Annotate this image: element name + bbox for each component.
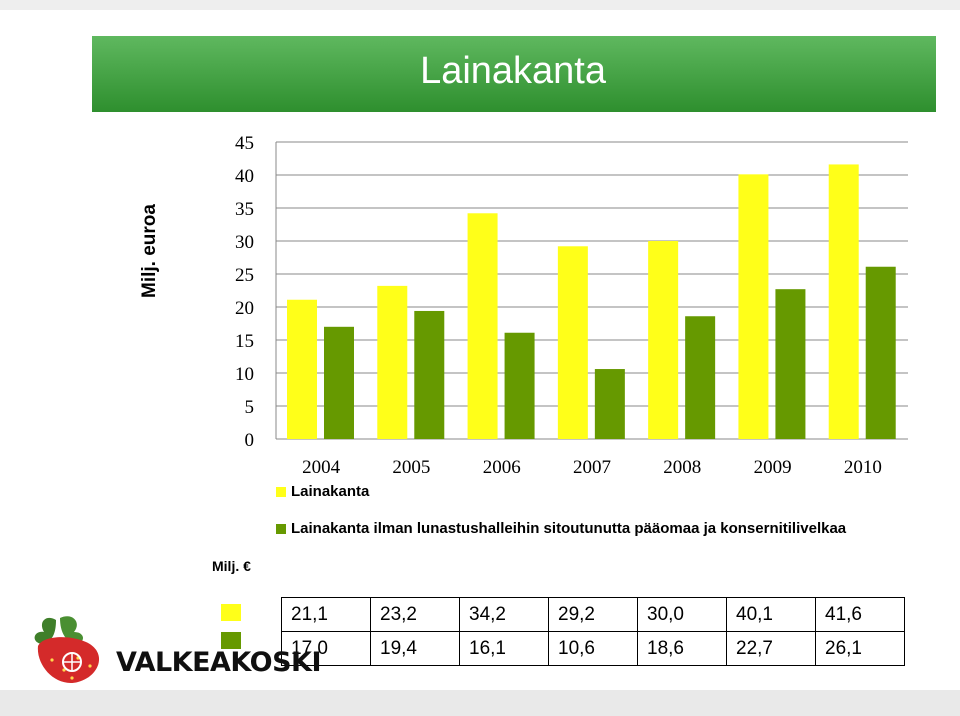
x-tick-label: 2007 — [573, 457, 611, 478]
x-tick-label: 2006 — [483, 457, 521, 478]
top-band — [0, 0, 960, 10]
valkeakoski-logo: VALKEAKOSKI — [16, 612, 322, 688]
bar-ilman-2009 — [775, 289, 806, 439]
bar-chart: 0 5 10 15 20 25 30 35 40 45 2004 2005 2006 2007 2008 20… — [235, 133, 908, 478]
bar-lainakanta-2004 — [287, 299, 317, 439]
table-swatch-series2 — [221, 632, 241, 649]
table-row: 21,1 23,2 34,2 29,2 30,0 40,1 41,6 — [281, 597, 905, 632]
bar-lainakanta-2008 — [648, 241, 679, 439]
table-cell: 34,2 — [459, 597, 549, 632]
wheel-icon — [62, 652, 82, 672]
table-cell: 21,1 — [281, 597, 371, 632]
table-cell: 26,1 — [815, 631, 905, 666]
table-cell: 41,6 — [815, 597, 905, 632]
strawberry-icon — [34, 616, 100, 684]
logo-text: VALKEAKOSKI — [116, 647, 322, 678]
y-tick-label: 10 — [235, 364, 254, 385]
y-tick-label: 40 — [235, 166, 254, 187]
bottom-band — [0, 690, 960, 716]
bar-ilman-2006 — [504, 332, 535, 439]
table-cell: 19,4 — [370, 631, 460, 666]
table-cell: 40,1 — [726, 597, 816, 632]
table-cell: 10,6 — [548, 631, 638, 666]
y-tick-label: 30 — [235, 232, 254, 253]
bar-lainakanta-2010 — [828, 164, 859, 439]
y-tick-label: 15 — [235, 331, 254, 352]
table-cell: 22,7 — [726, 631, 816, 666]
legend-swatch-ilman — [276, 524, 286, 534]
table-row: 17,0 19,4 16,1 10,6 18,6 22,7 26,1 — [281, 631, 905, 666]
table-unit-label: Milj. € — [212, 558, 251, 574]
bar-ilman-2010 — [865, 266, 896, 439]
table-cell: 29,2 — [548, 597, 638, 632]
table-cell: 30,0 — [637, 597, 727, 632]
x-tick-label: 2004 — [302, 457, 341, 478]
y-tick-label: 5 — [245, 397, 255, 418]
x-tick-label: 2009 — [754, 457, 792, 478]
y-tick-label: 35 — [235, 199, 254, 220]
bar-ilman-2004 — [324, 326, 354, 439]
x-tick-label: 2008 — [663, 457, 701, 478]
y-tick-label: 20 — [235, 298, 254, 319]
y-tick-label: 0 — [245, 430, 255, 451]
legend-label-ilman: Lainakanta ilman lunastushalleihin sitou… — [291, 520, 847, 537]
table-cell: 18,6 — [637, 631, 727, 666]
table-cell: 23,2 — [370, 597, 460, 632]
table-cell: 17,0 — [281, 631, 371, 666]
bar-lainakanta-2006 — [467, 213, 498, 439]
data-table: 21,1 23,2 34,2 29,2 30,0 40,1 41,6 17,0 … — [281, 597, 905, 666]
title-bar: Lainakanta — [92, 36, 936, 112]
table-cell: 16,1 — [459, 631, 549, 666]
table-swatch-series1 — [221, 604, 241, 621]
bar-ilman-2005 — [414, 310, 445, 439]
x-tick-label: 2005 — [392, 457, 430, 478]
bar-lainakanta-2007 — [557, 246, 588, 439]
bar-lainakanta-2005 — [377, 285, 408, 439]
slide-title: Lainakanta — [420, 50, 606, 92]
x-tick-label: 2010 — [844, 457, 882, 478]
bar-ilman-2007 — [594, 369, 625, 439]
y-tick-label: 25 — [235, 265, 254, 286]
bar-lainakanta-2009 — [738, 174, 769, 439]
legend-label-lainakanta: Lainakanta — [291, 483, 370, 500]
bar-ilman-2008 — [685, 316, 716, 439]
y-tick-label: 45 — [235, 133, 254, 154]
legend-swatch-lainakanta — [276, 487, 286, 497]
